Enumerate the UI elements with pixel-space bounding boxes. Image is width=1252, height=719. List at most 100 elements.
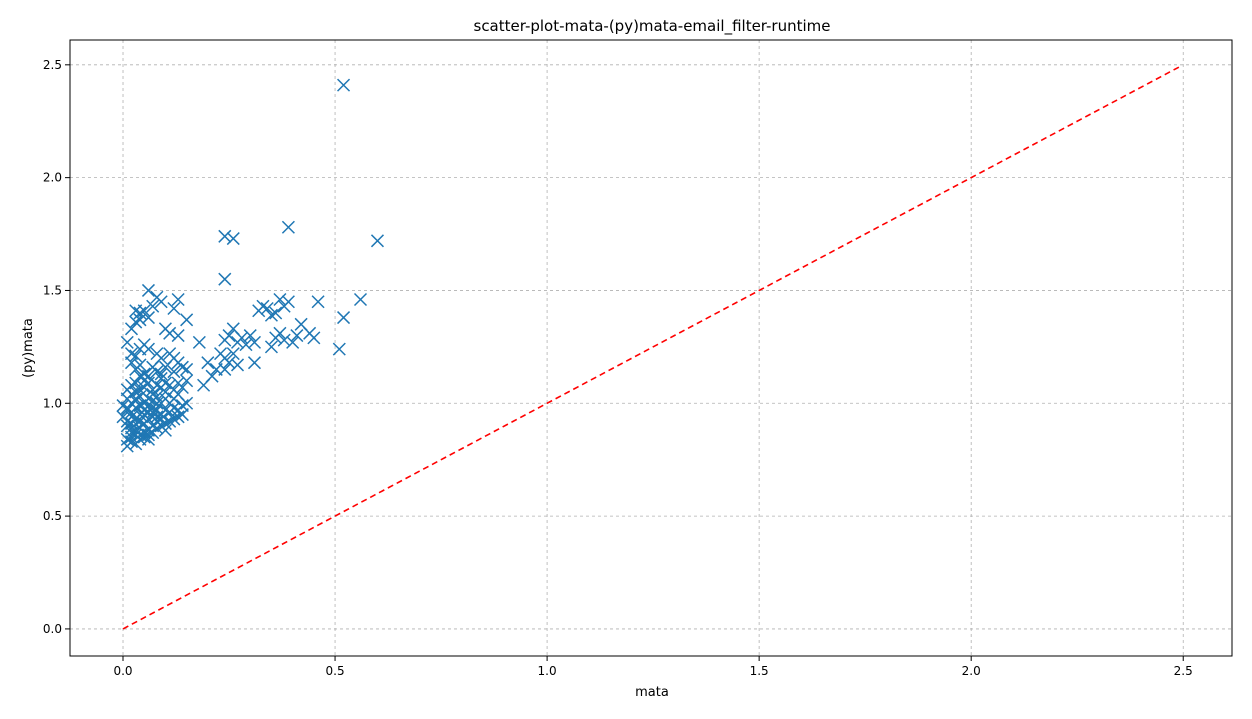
data-point [273, 292, 287, 307]
data-point [180, 396, 194, 410]
data-point [218, 333, 232, 347]
data-point [124, 322, 139, 336]
x-tick-label: 2.5 [1174, 664, 1193, 678]
data-point [353, 292, 368, 307]
data-point [247, 335, 262, 349]
data-point [120, 401, 134, 415]
data-point [171, 329, 185, 343]
data-point [146, 360, 160, 374]
data-point [150, 396, 164, 410]
data-point [175, 380, 189, 395]
data-point [167, 365, 181, 379]
data-point [133, 428, 147, 442]
scatter-points [116, 78, 384, 453]
data-point [252, 304, 266, 318]
data-point [133, 383, 147, 397]
data-point [154, 412, 168, 426]
data-point [230, 335, 245, 349]
data-point [137, 408, 151, 422]
data-point [281, 220, 295, 234]
data-point [167, 401, 181, 415]
data-point [337, 311, 351, 325]
data-point [180, 374, 194, 388]
data-point [141, 432, 155, 446]
data-point [171, 410, 185, 424]
data-point [137, 430, 151, 444]
data-point [290, 329, 304, 343]
data-point [197, 378, 211, 392]
data-point [175, 360, 189, 374]
data-point [129, 304, 143, 318]
data-point [124, 430, 139, 444]
y-tick-label: 2.5 [43, 58, 62, 72]
data-point [260, 301, 274, 316]
chart-title: scatter-plot-mata-(py)mata-email_filter-… [474, 17, 831, 36]
data-point [129, 315, 143, 329]
data-point [192, 335, 206, 349]
data-point [120, 439, 134, 453]
data-point [286, 335, 300, 349]
data-point [180, 362, 194, 376]
data-point [163, 414, 177, 428]
data-point [337, 78, 351, 92]
data-point [180, 313, 194, 327]
data-point [269, 306, 283, 320]
x-tick-label: 1.5 [750, 664, 769, 678]
data-point [141, 399, 155, 413]
data-point [137, 367, 151, 381]
data-point [239, 338, 253, 352]
data-point [150, 378, 164, 392]
plot-frame [69, 39, 1233, 657]
x-tick-label: 1.0 [538, 664, 557, 678]
data-point [243, 329, 257, 343]
data-point [277, 299, 291, 313]
data-point [332, 342, 346, 356]
data-point [146, 387, 160, 401]
data-point [226, 322, 240, 336]
data-point [158, 423, 172, 437]
data-point [311, 295, 325, 309]
data-point [146, 299, 160, 313]
data-point [167, 412, 181, 426]
reference-line [122, 66, 1180, 630]
data-point [150, 410, 164, 424]
data-point [129, 349, 143, 363]
data-point [124, 410, 139, 424]
y-tick-label: 0.5 [43, 509, 62, 523]
data-point [120, 335, 134, 349]
y-tick-label: 1.0 [43, 396, 62, 410]
data-point [226, 232, 240, 246]
y-axis-label: (py)mata [21, 318, 36, 378]
data-point [124, 426, 139, 440]
x-tick-label: 0.5 [326, 664, 345, 678]
data-point [124, 356, 139, 370]
data-point [226, 347, 240, 361]
y-tick-label: 0.0 [43, 622, 62, 636]
data-point [218, 229, 232, 243]
data-point [247, 356, 262, 370]
reference-line-layer [122, 66, 1180, 630]
data-point [370, 234, 384, 248]
data-point [294, 317, 308, 331]
data-point [133, 358, 147, 372]
data-point [222, 356, 236, 370]
data-point [158, 360, 172, 374]
data-point [141, 311, 155, 325]
data-point [230, 358, 245, 372]
data-point [264, 340, 278, 354]
data-point [163, 326, 177, 340]
data-point [133, 306, 147, 320]
data-point [201, 356, 215, 370]
data-point [154, 295, 168, 309]
y-axis-ticks: 0.0 0.5 1.0 1.5 2.0 2.5 [43, 58, 70, 636]
data-point [154, 367, 168, 381]
x-tick-label: 0.0 [113, 664, 132, 678]
data-point [175, 408, 189, 422]
x-axis-ticks: 0.0 0.5 1.0 1.5 2.0 2.5 [113, 656, 1193, 678]
y-tick-label: 2.0 [43, 171, 62, 185]
data-point [120, 432, 134, 446]
data-point [158, 376, 172, 390]
data-point [141, 376, 155, 390]
data-point [141, 283, 155, 297]
